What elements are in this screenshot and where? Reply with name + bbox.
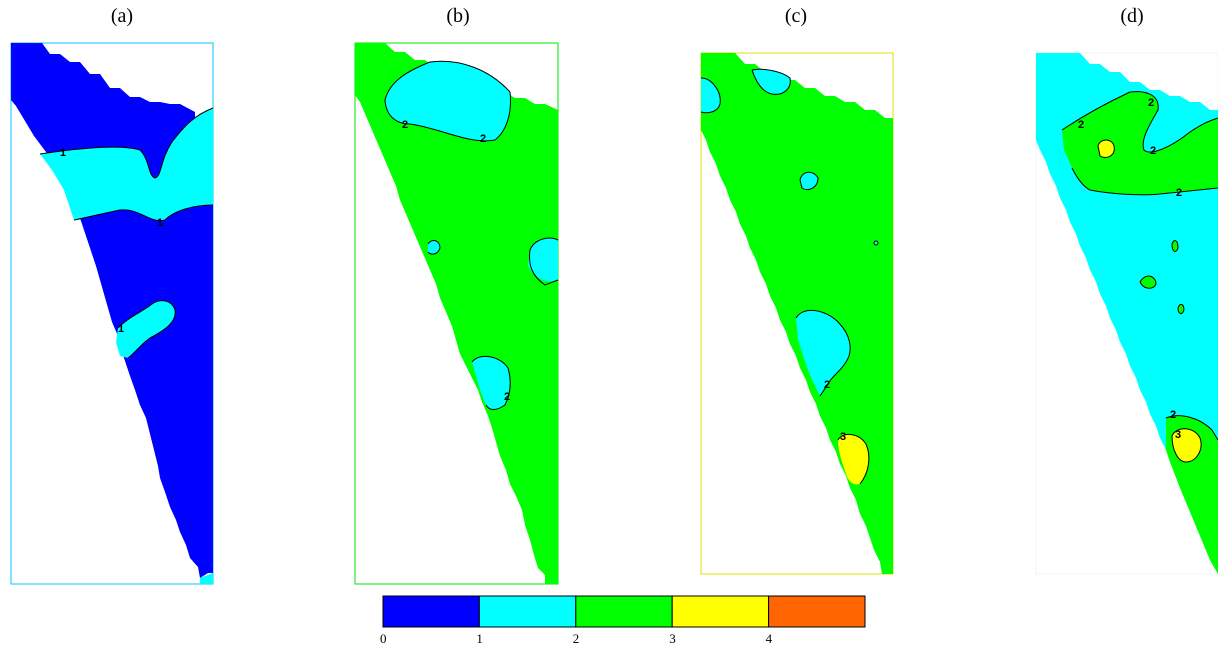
panel-b-region-1 [385,61,511,141]
panel-a-contour-label: 1 [157,217,163,229]
panel-d-region-2 [1178,304,1184,314]
panel-a-contour-3 [117,300,176,359]
panel-d-contour-label: 2 [1078,119,1084,131]
panel-b-region-2 [355,43,558,584]
panel-d-contour-label: 2 [1176,187,1182,199]
colorbar-tick-label: 2 [573,631,580,646]
colorbar-swatch [382,595,480,628]
panel-b-region-1 [528,238,558,282]
colorbar-tick-label: 0 [380,631,387,646]
panel-b-contour-label: 2 [402,119,408,131]
panel-a: 1 1 1 [10,42,214,585]
colorbar-tick-label: 4 [766,631,773,646]
panel-c-contour-label: 2 [824,379,830,391]
panel-c-label: (c) [784,5,808,27]
panel-a-region-3 [200,573,213,584]
panel-c-region-1 [796,310,851,396]
panel-a-contour-label: 1 [118,323,124,335]
panel-c-region-1 [752,69,791,95]
colorbar-swatch [478,595,577,628]
colorbar-swatch [768,595,866,628]
panel-b-region-1 [428,240,440,255]
panel-d-contour-label: 3 [1175,429,1181,441]
panel-d-region-2 [1172,240,1178,252]
panel-d-region-3 [1098,140,1115,158]
panel-a-label: (a) [110,5,134,27]
panel-d-contour-label: 2 [1148,97,1154,109]
panel-d-label: (d) [1120,5,1144,27]
colorbar-swatch [671,595,770,628]
panel-d-region-2 [1062,91,1218,195]
panel-b-contour-label: 2 [504,391,510,403]
panel-d-region-3 [1172,428,1202,462]
panel-d: 2 2 2 2 2 3 [1035,52,1218,575]
panel-a-contour-label: 1 [60,147,66,159]
panel-d-region-2 [1140,276,1156,289]
colorbar-swatch [575,595,673,628]
colorbar-tick-label: 1 [476,631,483,646]
panel-a-contour-2 [73,204,214,222]
panel-c-region-1 [800,172,818,190]
colorbar: 0 1 2 3 4 [380,595,866,646]
panel-b-contour-label: 2 [480,133,486,145]
panel-c: 2 3 [700,52,894,575]
panel-a-region-2 [116,300,176,358]
panel-c-contour-label: 3 [840,431,846,443]
panel-a-region-1 [40,108,213,221]
panel-b: 2 2 2 [354,42,559,585]
panel-b-label: (b) [446,5,470,27]
panel-d-contour-label: 2 [1170,409,1176,421]
panel-a-contour-1 [39,107,214,179]
panel-b-region-1 [472,356,511,410]
panel-d-contour-label: 2 [1150,145,1156,157]
colorbar-tick-label: 3 [669,631,676,646]
panel-c-region-3 [838,434,869,485]
